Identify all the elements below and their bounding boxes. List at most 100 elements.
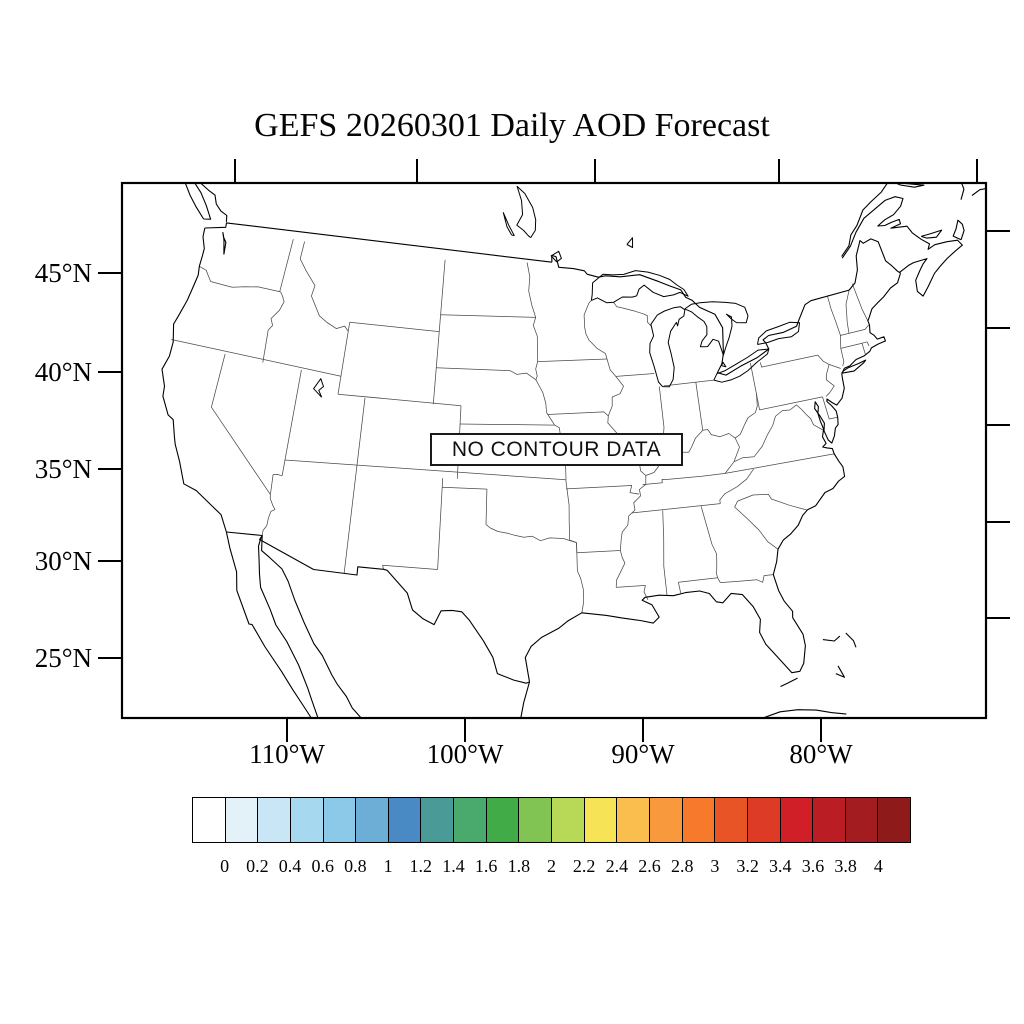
coastline	[222, 232, 227, 255]
colorbar-cell	[584, 798, 618, 842]
colorbar-cell	[388, 798, 422, 842]
lon-label-80w: 80°W	[789, 739, 853, 769]
state-border	[825, 364, 835, 397]
state-border	[613, 302, 652, 327]
colorbar-tick-label: 4	[873, 856, 883, 876]
state-border	[700, 506, 719, 578]
state-border	[616, 585, 646, 588]
lat-label-35n: 35°N	[34, 454, 92, 484]
state-border	[526, 262, 537, 318]
state-border	[199, 265, 281, 293]
colorbar-tick-label: 1.6	[474, 856, 498, 876]
lon-label-110w: 110°W	[249, 739, 325, 769]
colorbar-cell	[617, 798, 650, 842]
state-border	[211, 353, 271, 495]
state-border	[337, 322, 351, 395]
state-border	[631, 503, 721, 514]
state-border	[642, 473, 726, 485]
state-border	[566, 485, 640, 495]
lat-label-40n: 40°N	[34, 357, 92, 387]
colorbar-tick-label: 3.6	[801, 856, 825, 876]
state-border	[663, 379, 714, 387]
coastline	[822, 635, 841, 642]
colorbar-tick-label: 3	[710, 856, 720, 876]
colorbar-tick-label: 0.4	[278, 856, 302, 876]
lake-outline	[516, 185, 537, 238]
state-border	[866, 341, 870, 346]
lake-outline	[757, 321, 800, 345]
colorbar-cell	[258, 798, 291, 842]
state-border	[695, 382, 704, 431]
colorbar-tick-label: 0.8	[344, 856, 367, 876]
state-border	[437, 478, 444, 570]
state-border	[737, 493, 807, 511]
colorbar-cell	[323, 798, 357, 842]
colorbar-tick-label: 2.6	[638, 856, 661, 876]
state-border	[440, 314, 536, 318]
colorbar-cell	[486, 798, 520, 842]
coastline	[261, 535, 362, 718]
state-border	[261, 494, 276, 536]
state-border	[662, 510, 668, 596]
colorbar-cell	[715, 798, 748, 842]
geo-outlines	[161, 183, 986, 718]
colorbar-tick-label: 3.8	[834, 856, 857, 876]
state-border	[299, 241, 349, 332]
state-border	[565, 479, 577, 543]
state-border	[349, 321, 440, 332]
lat-label-30n: 30°N	[34, 546, 92, 576]
colorbar	[192, 797, 911, 843]
state-border	[717, 577, 721, 583]
colorbar-tick-label: 0.2	[246, 856, 269, 876]
colorbar-tick-label: 0.6	[311, 856, 334, 876]
colorbar-cell	[225, 798, 259, 842]
state-border	[270, 474, 283, 495]
state-border	[851, 283, 869, 322]
coastline	[952, 219, 965, 241]
state-border	[822, 396, 838, 420]
coastline	[520, 681, 531, 718]
state-border	[436, 367, 537, 381]
national-border	[551, 238, 901, 376]
national-border	[226, 531, 530, 684]
coastline	[184, 183, 212, 220]
state-border	[678, 582, 682, 594]
coastline	[761, 709, 847, 718]
state-border	[759, 396, 823, 411]
state-border	[724, 437, 740, 474]
colorbar-tick-label: 2.4	[605, 856, 629, 876]
colorbar-cell	[454, 798, 487, 842]
colorbar-tick-label: 3.2	[736, 856, 759, 876]
state-border	[532, 317, 539, 362]
no-contour-data-box: NO CONTOUR DATA	[430, 433, 683, 466]
coastline	[835, 665, 846, 678]
state-border	[734, 500, 779, 550]
state-border	[827, 296, 845, 367]
coastline	[921, 229, 943, 239]
map-frame	[120, 181, 988, 720]
state-border	[262, 291, 285, 363]
colorbar-cell	[421, 798, 455, 842]
colorbar-tick-label: 1.8	[507, 856, 531, 876]
state-border	[845, 290, 850, 334]
state-border	[442, 486, 487, 490]
colorbar-tick-label: 1.2	[409, 856, 433, 876]
lat-label-45n: 45°N	[34, 258, 92, 288]
colorbar-cell	[878, 798, 911, 842]
plot-title: GEFS 20260301 Daily AOD Forecast	[254, 107, 770, 144]
state-border	[840, 324, 870, 336]
coastline	[841, 196, 963, 297]
state-border	[678, 577, 718, 583]
coastline	[971, 187, 986, 196]
state-border	[733, 416, 776, 463]
state-border	[720, 574, 774, 583]
state-border	[616, 373, 655, 377]
colorbar-tick-label: 2.8	[670, 856, 694, 876]
state-border	[775, 404, 824, 431]
national-border	[204, 222, 552, 263]
lake-outline	[313, 378, 324, 398]
state-border	[725, 453, 835, 474]
colorbar-cell	[780, 798, 814, 842]
lake-outline	[502, 212, 515, 237]
